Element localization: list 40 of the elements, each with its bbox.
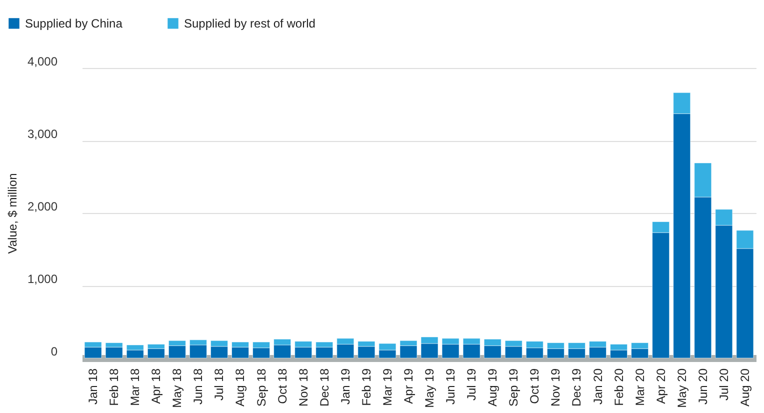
x-tick-label: Jun 18 (191, 368, 206, 405)
x-tick-label: Mar 18 (128, 368, 142, 406)
x-tick-label: Dec 19 (570, 368, 584, 407)
x-tick-label: Feb 19 (359, 368, 374, 406)
x-tick-label: Nov 18 (296, 368, 310, 407)
y-tick-label: 2,000 (27, 200, 58, 214)
x-tick-label: Nov 19 (548, 368, 563, 407)
legend-label: Supplied by rest of world (184, 16, 316, 30)
x-tick-label: Apr 20 (654, 368, 668, 404)
y-axis-title: Value, $ million (5, 173, 20, 254)
legend-label: Supplied by China (25, 16, 123, 30)
x-tick-label: Sep 19 (506, 368, 521, 407)
x-tick-label: Feb 18 (107, 368, 122, 406)
x-tick-label: Jun 20 (696, 368, 710, 405)
x-tick-label: May 19 (422, 368, 437, 408)
x-tick-label: Jan 18 (86, 368, 100, 405)
x-tick-label: Feb 20 (612, 368, 626, 406)
x-tick-label: Dec 18 (317, 368, 332, 407)
x-tick-label: Mar 20 (632, 368, 647, 406)
y-tick-label: 0 (50, 344, 58, 358)
y-tick-label: 1,000 (27, 272, 58, 286)
x-tick-label: Jul 20 (716, 368, 731, 401)
x-tick-label: Oct 18 (275, 368, 290, 404)
x-tick-label: Jan 20 (590, 368, 605, 405)
x-tick-label: May 18 (170, 368, 184, 408)
x-tick-label: Jan 19 (338, 368, 352, 405)
x-tick-label: Jun 19 (444, 368, 458, 405)
x-tick-label: May 20 (674, 368, 689, 408)
y-tick-label: 3,000 (27, 127, 58, 141)
x-tick-label: Jul 19 (464, 368, 479, 401)
x-tick-label: Aug 19 (486, 368, 500, 407)
x-tick-label: Aug 18 (233, 368, 248, 407)
x-tick-label: Apr 19 (401, 368, 416, 404)
x-tick-label: Sep 18 (254, 368, 268, 407)
x-tick-label: Apr 18 (149, 368, 164, 404)
x-tick-label: Aug 20 (738, 368, 752, 407)
x-tick-label: Oct 19 (528, 368, 542, 404)
x-tick-label: Mar 19 (380, 368, 394, 406)
x-tick-label: Jul 18 (212, 368, 226, 401)
y-tick-label: 4,000 (27, 54, 58, 68)
